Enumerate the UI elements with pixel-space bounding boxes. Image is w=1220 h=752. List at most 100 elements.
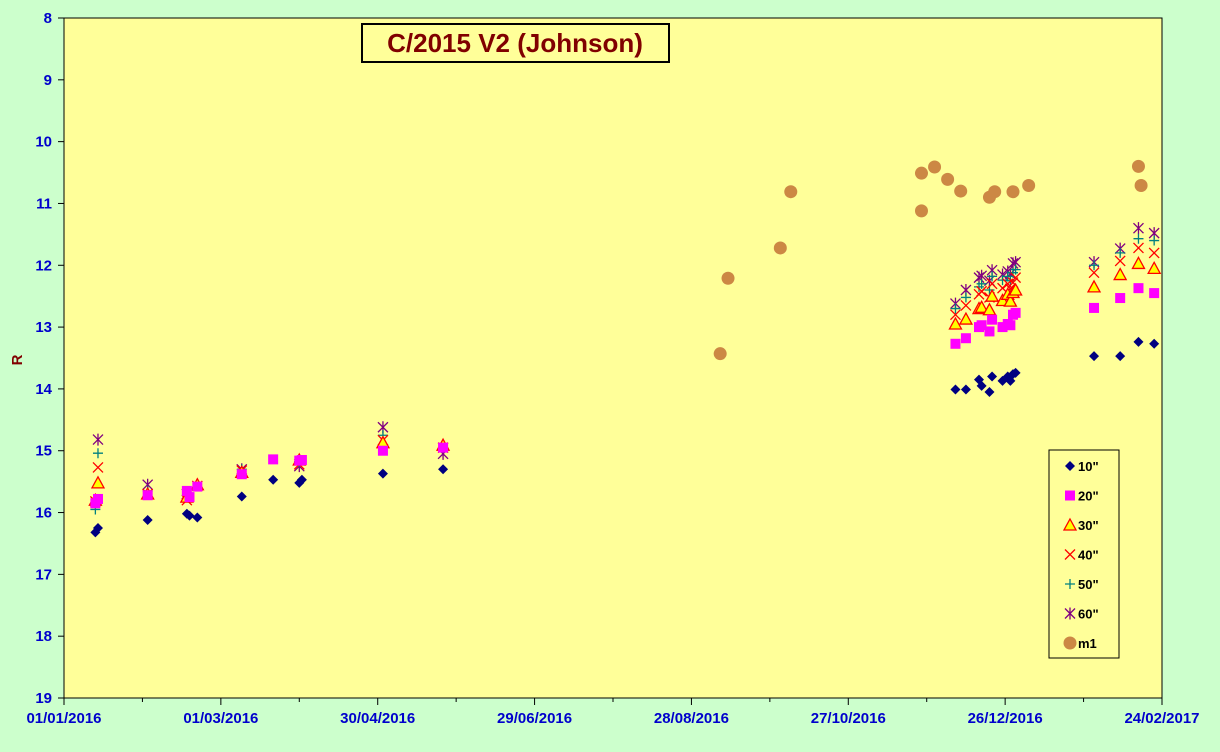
legend-box (1048, 449, 1120, 659)
chart-title-box: C/2015 V2 (Johnson) (361, 23, 670, 63)
legend-marker (1064, 549, 1076, 560)
data-point (1089, 351, 1100, 362)
data-point (236, 469, 247, 480)
data-point (1133, 336, 1144, 347)
data-point (1006, 185, 1020, 199)
data-point (713, 347, 727, 361)
y-tick-label: 17 (35, 566, 52, 583)
data-point (976, 285, 988, 297)
data-point (1115, 247, 1126, 258)
data-point (1089, 302, 1100, 313)
series-20-group (90, 283, 1160, 509)
data-point (192, 512, 203, 523)
legend-label: 50" (1078, 577, 1099, 592)
y-tick-label: 18 (35, 628, 52, 645)
data-point (948, 316, 963, 330)
legend-marker (1063, 636, 1077, 650)
data-point (1005, 320, 1016, 331)
data-point (1086, 279, 1102, 293)
x-tick-label: 27/10/2016 (811, 710, 886, 727)
legend-marker (1065, 461, 1075, 471)
data-point (960, 299, 972, 311)
data-point (377, 468, 388, 479)
x-axis: 01/01/2016 01/03/2016 30/04/2016 29/06/2016… (26, 698, 1200, 727)
legend-label: 30" (1078, 518, 1099, 533)
data-point (92, 523, 103, 533)
data-point (986, 278, 998, 290)
legend-marker (1062, 517, 1078, 531)
data-point (1010, 307, 1021, 318)
data-point (1088, 267, 1100, 279)
data-point (268, 474, 279, 485)
y-tick-label: 16 (35, 505, 52, 522)
data-point (377, 445, 388, 456)
data-point (1133, 222, 1144, 235)
data-point (976, 320, 987, 331)
y-tick-label: 9 (44, 72, 52, 89)
data-point (976, 380, 987, 391)
data-point (92, 461, 104, 473)
data-point (1133, 242, 1144, 254)
y-tick-label: 13 (35, 319, 52, 336)
x-tick-label: 29/06/2016 (497, 710, 572, 727)
data-point (92, 433, 104, 446)
data-point (142, 490, 153, 501)
data-point (954, 184, 968, 198)
data-point (1131, 256, 1146, 270)
data-point (984, 288, 1000, 302)
data-point (1115, 293, 1126, 304)
data-point (987, 271, 998, 282)
data-point (958, 311, 974, 325)
y-tick-label: 8 (44, 10, 52, 27)
data-point (974, 299, 989, 313)
data-point (1149, 288, 1160, 299)
data-point (987, 314, 998, 325)
y-tick-label: 11 (36, 195, 52, 212)
data-point (296, 474, 307, 485)
data-point (984, 326, 995, 337)
x-tick-label: 01/03/2016 (183, 710, 258, 727)
data-point (950, 384, 961, 395)
y-tick-label: 14 (35, 381, 52, 398)
data-point (181, 485, 192, 496)
x-tick-label: 30/04/2016 (340, 710, 415, 727)
data-point (1131, 159, 1145, 173)
legend-label: 60" (1078, 607, 1099, 622)
data-point (184, 492, 195, 503)
data-point (928, 160, 942, 174)
data-point (984, 387, 995, 397)
data-point (1008, 282, 1023, 296)
legend-marker (1065, 579, 1075, 589)
data-point (914, 204, 928, 218)
data-point (268, 454, 279, 465)
data-point (236, 491, 247, 502)
legend-marker (1064, 607, 1076, 620)
data-point (976, 278, 987, 289)
legend: 10" 20" 30" 40" 50" 60" m1 (1048, 449, 1120, 659)
data-point (142, 514, 153, 525)
data-point (1114, 255, 1126, 267)
data-point (773, 241, 787, 255)
data-point (987, 371, 998, 382)
data-point (1115, 351, 1126, 362)
x-tick-label: 01/01/2016 (26, 710, 101, 727)
series-m1-group (713, 159, 1148, 361)
x-tick-label: 28/08/2016 (654, 710, 729, 727)
data-points (88, 159, 1162, 538)
data-point (1003, 293, 1018, 307)
data-point (1147, 261, 1162, 275)
chart-title: C/2015 V2 (Johnson) (387, 28, 643, 58)
data-point (784, 185, 798, 199)
data-point (184, 510, 195, 521)
data-point (1133, 283, 1144, 294)
y-tick-label: 10 (35, 134, 52, 151)
x-tick-label: 26/12/2016 (968, 710, 1043, 727)
x-tick-label: 24/02/2017 (1124, 710, 1199, 727)
data-point (1133, 233, 1144, 244)
data-point (1089, 260, 1100, 271)
data-point (1149, 338, 1160, 349)
y-tick-label: 12 (35, 257, 52, 274)
y-axis: 8 9 10 11 12 13 14 15 16 17 18 19 (35, 10, 64, 707)
data-point (960, 292, 971, 303)
